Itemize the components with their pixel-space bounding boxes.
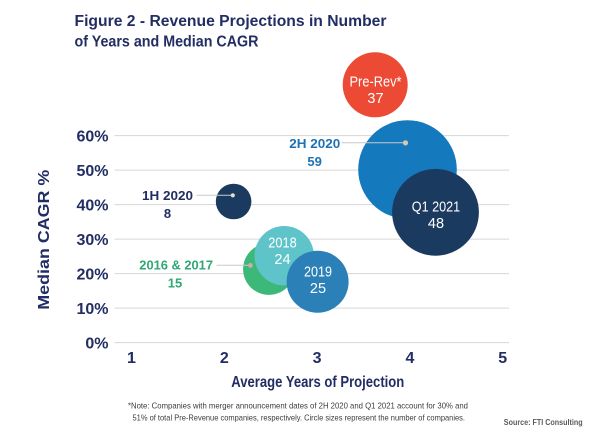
svg-text:0%: 0% xyxy=(85,336,108,353)
svg-text:Q1 2021: Q1 2021 xyxy=(412,199,460,215)
svg-text:1H 2020: 1H 2020 xyxy=(142,188,193,203)
svg-text:Average Years of Projection: Average Years of Projection xyxy=(231,374,404,391)
svg-text:2: 2 xyxy=(220,350,229,367)
svg-text:2H 2020: 2H 2020 xyxy=(289,136,340,151)
svg-text:24: 24 xyxy=(274,252,290,268)
svg-text:15: 15 xyxy=(168,276,182,291)
svg-text:60%: 60% xyxy=(76,129,108,146)
svg-text:2019: 2019 xyxy=(304,264,332,280)
svg-text:37: 37 xyxy=(367,91,383,107)
svg-text:1: 1 xyxy=(127,350,136,367)
svg-text:Source: FTI Consulting: Source: FTI Consulting xyxy=(504,418,583,427)
svg-text:25: 25 xyxy=(310,281,326,297)
svg-text:40%: 40% xyxy=(76,198,108,215)
svg-text:10%: 10% xyxy=(76,301,108,318)
svg-text:Pre-Rev*: Pre-Rev* xyxy=(350,74,402,90)
svg-text:2016 & 2017: 2016 & 2017 xyxy=(139,258,213,273)
svg-text:Figure 2 - Revenue Projections: Figure 2 - Revenue Projections in Number xyxy=(75,13,387,30)
svg-text:48: 48 xyxy=(428,216,444,232)
svg-text:Median CAGR %: Median CAGR % xyxy=(36,169,53,309)
svg-text:4: 4 xyxy=(405,350,414,367)
svg-text:30%: 30% xyxy=(76,232,108,249)
svg-text:3: 3 xyxy=(313,350,322,367)
svg-text:*Note: Companies with merger a: *Note: Companies with merger announcemen… xyxy=(128,401,468,410)
svg-text:of Years and Median CAGR: of Years and Median CAGR xyxy=(75,34,259,51)
svg-text:59: 59 xyxy=(307,154,321,169)
svg-text:51% of total Pre-Revenue compa: 51% of total Pre-Revenue companies, resp… xyxy=(133,413,466,422)
svg-text:20%: 20% xyxy=(76,267,108,284)
svg-text:2018: 2018 xyxy=(268,236,296,252)
svg-text:50%: 50% xyxy=(76,163,108,180)
svg-text:5: 5 xyxy=(498,350,507,367)
svg-text:8: 8 xyxy=(164,206,171,221)
